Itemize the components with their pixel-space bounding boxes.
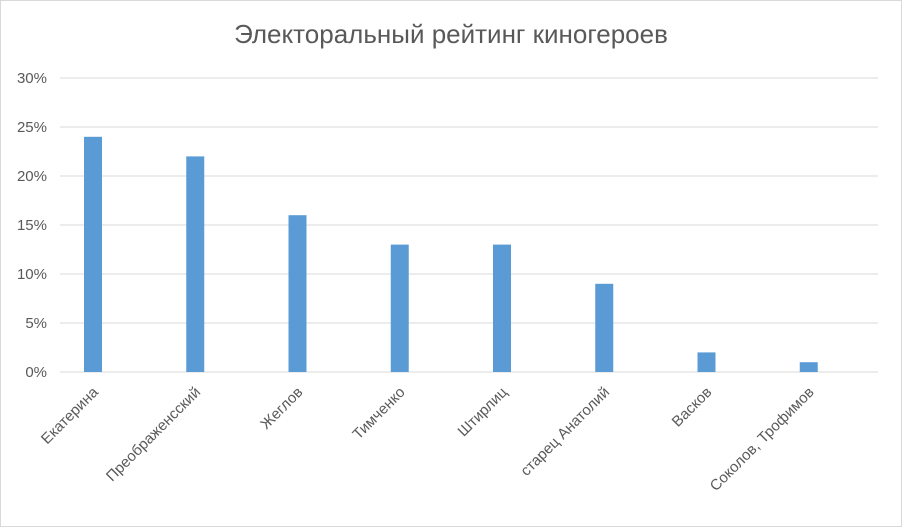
x-tick-label: Тимченко (349, 384, 408, 443)
bar (799, 362, 818, 372)
y-tick-label: 10% (17, 266, 47, 283)
x-tick-label: старец Анатолий (517, 384, 613, 480)
y-tick-label: 0% (25, 364, 47, 381)
x-tick-label: Штирлиц (455, 384, 512, 441)
x-tick-label: Васков (669, 384, 716, 431)
bar (84, 136, 102, 372)
y-tick-label: 20% (17, 168, 47, 185)
x-tick-label: Жеглов (257, 384, 306, 433)
bar (390, 244, 409, 372)
x-tick-label: Екатерина (38, 383, 102, 447)
x-tick-label: Соколов, Трофимов (707, 384, 818, 495)
bar (186, 156, 205, 372)
bar (493, 244, 511, 372)
x-tick-label: Преображенсский (103, 384, 204, 485)
bar (288, 215, 307, 372)
bar (595, 283, 614, 372)
chart-title: Электоральный рейтинг киногероев (234, 19, 668, 49)
bars (84, 136, 818, 372)
y-axis-labels: 0% 5% 10% 15% 20% 25% 30% (17, 70, 47, 381)
x-axis-labels: Екатерина Преображенсский Жеглов Тимченко Шт… (38, 383, 818, 494)
bar (697, 352, 716, 372)
y-tick-label: 30% (17, 70, 47, 87)
y-tick-label: 5% (25, 315, 47, 332)
y-tick-label: 25% (17, 119, 47, 136)
y-tick-label: 15% (17, 217, 47, 234)
gridlines (60, 77, 878, 373)
